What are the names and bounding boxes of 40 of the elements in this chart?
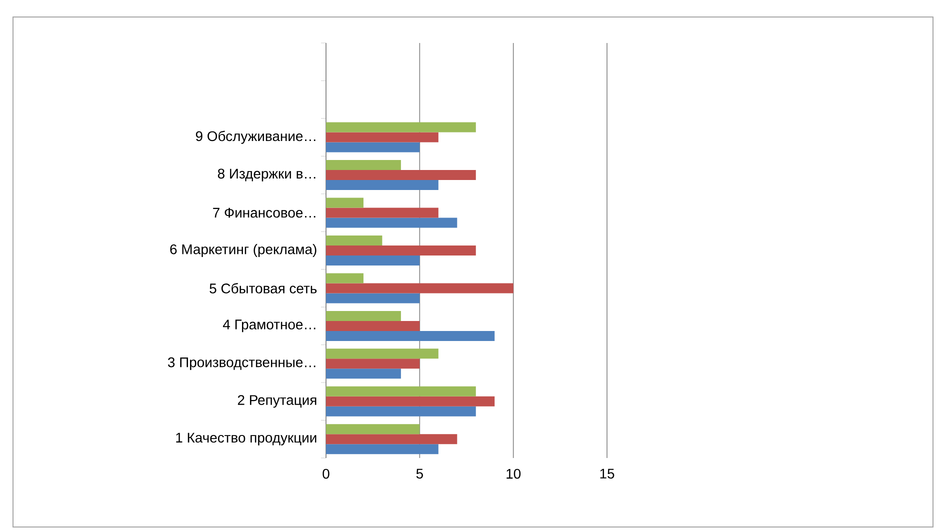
x-tick-label: 0 xyxy=(322,468,330,479)
y-tick-label: 8 Издержки в… xyxy=(218,168,316,182)
bar xyxy=(326,293,420,304)
bar xyxy=(326,386,476,396)
bar xyxy=(326,348,438,359)
bar xyxy=(326,170,476,180)
bar xyxy=(326,396,495,406)
y-tick-label: 9 Обслуживание… xyxy=(196,130,316,144)
bar xyxy=(326,208,438,218)
bar xyxy=(326,218,458,228)
bar xyxy=(326,160,401,170)
bar xyxy=(326,235,382,246)
bar xyxy=(326,406,476,416)
y-tick-label: 6 Маркетинг (реклама) xyxy=(170,244,316,257)
bar xyxy=(326,132,438,142)
x-tick-label: 15 xyxy=(600,468,614,479)
bar xyxy=(326,198,364,208)
y-tick-label: 7 Финансовое… xyxy=(213,208,316,218)
bar xyxy=(326,142,420,152)
bar xyxy=(326,434,458,444)
y-tick-label: 3 Производственные… xyxy=(168,357,316,370)
y-tick-label: 1 Качество продукции xyxy=(176,432,316,446)
bar xyxy=(326,122,476,132)
bar xyxy=(326,368,401,379)
bar xyxy=(326,180,438,190)
bar xyxy=(326,330,495,341)
y-tick-label: 4 Грамотное… xyxy=(222,320,316,332)
x-tick-label: 5 xyxy=(416,468,423,479)
bar xyxy=(326,255,420,266)
bar xyxy=(326,358,420,369)
bar xyxy=(326,424,420,434)
bar xyxy=(326,444,438,454)
bar xyxy=(326,273,364,284)
y-tick-label: 2 Репутация xyxy=(238,395,316,408)
bar xyxy=(326,320,420,331)
bar xyxy=(326,283,514,294)
bar xyxy=(326,245,476,256)
x-tick-label: 10 xyxy=(506,468,521,479)
y-tick-label: 5 Сбытовая сеть xyxy=(210,283,317,294)
bar xyxy=(326,310,401,321)
